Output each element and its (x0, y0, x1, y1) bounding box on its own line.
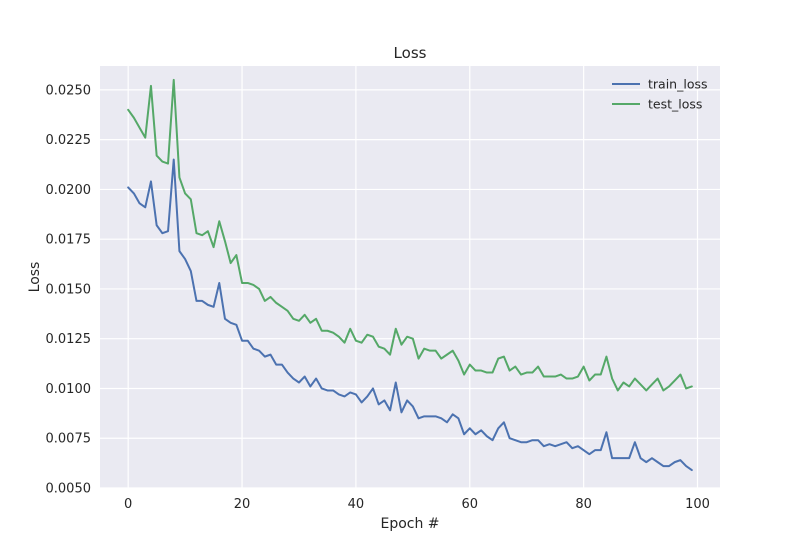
y-tick-label: 0.0075 (46, 432, 92, 447)
x-axis-ticks: 0 20 40 60 80 100 (124, 497, 710, 512)
y-tick-label: 0.0050 (46, 482, 92, 497)
series-line-train_loss (127, 158, 693, 472)
legend-item-train_loss: train_loss (612, 77, 708, 92)
y-tick-label: 0.0150 (46, 282, 92, 297)
y-tick-label: 0.0125 (46, 332, 92, 347)
x-tick-label: 20 (234, 497, 251, 512)
x-tick-label: 80 (575, 497, 592, 512)
y-tick-label: 0.0200 (46, 183, 92, 198)
chart-title: Loss (394, 44, 427, 62)
legend: train_loss test_loss (612, 77, 708, 112)
x-tick-label: 0 (124, 497, 132, 512)
y-tick-label: 0.0250 (46, 83, 92, 98)
x-axis-title: Epoch # (380, 516, 439, 532)
legend-label: train_loss (648, 77, 708, 92)
x-tick-label: 60 (462, 497, 479, 512)
y-tick-label: 0.0100 (46, 382, 92, 397)
y-axis-ticks: 0.0050 0.0075 0.0100 0.0125 0.0150 0.0175 0.02… (46, 83, 92, 496)
series-train_loss (127, 158, 693, 472)
y-tick-label: 0.0225 (46, 133, 92, 148)
series-test_loss (127, 78, 693, 392)
plot-area (100, 66, 720, 488)
y-axis-title: Loss (27, 262, 43, 293)
x-tick-label: 100 (685, 497, 710, 512)
legend-item-test_loss: test_loss (612, 97, 702, 112)
x-tick-label: 40 (348, 497, 365, 512)
series-layer (127, 78, 693, 472)
series-line-test_loss (127, 78, 693, 392)
y-tick-label: 0.0175 (46, 233, 92, 248)
legend-label: test_loss (648, 97, 702, 112)
